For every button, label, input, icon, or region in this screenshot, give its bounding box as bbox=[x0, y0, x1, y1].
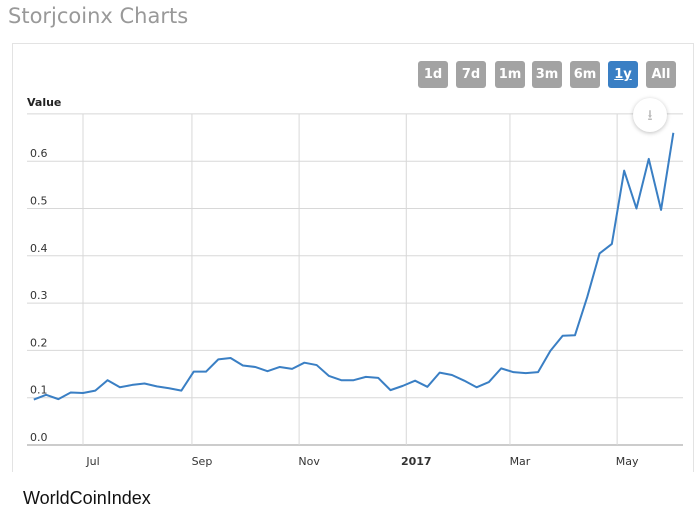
page-title: Storjcoinx Charts bbox=[8, 4, 189, 28]
y-tick-label: 0.2 bbox=[30, 336, 48, 349]
data-point bbox=[622, 168, 627, 173]
y-tick-label: 0.1 bbox=[30, 384, 48, 397]
data-point bbox=[253, 364, 258, 369]
data-point bbox=[425, 384, 430, 389]
data-point bbox=[536, 370, 541, 375]
chart-container bbox=[12, 43, 694, 472]
data-point bbox=[437, 370, 442, 375]
data-point bbox=[363, 374, 368, 379]
data-point bbox=[499, 366, 504, 371]
data-point bbox=[191, 369, 196, 374]
data-point bbox=[449, 372, 454, 377]
data-point bbox=[130, 382, 135, 387]
data-point bbox=[56, 397, 61, 402]
y-axis-title: Value bbox=[27, 96, 61, 109]
x-tick-label: Sep bbox=[192, 455, 213, 468]
data-point bbox=[376, 375, 381, 380]
data-point bbox=[216, 357, 221, 362]
x-tick-label: May bbox=[616, 455, 639, 468]
data-point bbox=[486, 380, 491, 385]
x-tick-label: Mar bbox=[510, 455, 531, 468]
range-button-6m[interactable]: 6m bbox=[570, 61, 600, 88]
range-button-1m[interactable]: 1m bbox=[495, 61, 525, 88]
data-point bbox=[671, 130, 676, 135]
data-point bbox=[326, 373, 331, 378]
data-point bbox=[548, 348, 553, 353]
y-tick-label: 0.3 bbox=[30, 289, 48, 302]
data-point bbox=[105, 378, 110, 383]
data-point bbox=[265, 369, 270, 374]
data-point bbox=[634, 206, 639, 211]
data-point bbox=[388, 388, 393, 393]
y-tick-label: 0.5 bbox=[30, 195, 48, 208]
data-point bbox=[240, 363, 245, 368]
range-button-1d[interactable]: 1d bbox=[418, 61, 448, 88]
data-point bbox=[597, 251, 602, 256]
data-point bbox=[400, 383, 405, 388]
series-line bbox=[33, 132, 675, 401]
data-point bbox=[290, 366, 295, 371]
data-point bbox=[585, 294, 590, 299]
data-point bbox=[68, 390, 73, 395]
data-point bbox=[203, 369, 208, 374]
footer-brand: WorldCoinIndex bbox=[23, 488, 151, 508]
data-point bbox=[117, 385, 122, 390]
data-point bbox=[646, 156, 651, 161]
data-point bbox=[462, 378, 467, 383]
x-tick-label: 2017 bbox=[401, 455, 432, 468]
y-tick-label: 0.6 bbox=[30, 147, 48, 160]
data-point bbox=[560, 333, 565, 338]
data-point bbox=[228, 355, 233, 360]
data-point bbox=[413, 378, 418, 383]
range-button-all[interactable]: All bbox=[646, 61, 676, 88]
data-point bbox=[523, 371, 528, 376]
x-tick-label: Jul bbox=[85, 455, 99, 468]
data-point bbox=[314, 363, 319, 368]
data-point bbox=[31, 397, 36, 402]
data-point bbox=[572, 333, 577, 338]
data-point bbox=[167, 386, 172, 391]
data-point bbox=[609, 241, 614, 246]
x-tick-label: Nov bbox=[298, 455, 320, 468]
range-button-7d[interactable]: 7d bbox=[456, 61, 486, 88]
range-button-3m[interactable]: 3m bbox=[532, 61, 562, 88]
y-tick-label: 0.4 bbox=[30, 242, 48, 255]
data-point bbox=[142, 381, 147, 386]
data-point bbox=[44, 392, 49, 397]
data-point bbox=[93, 388, 98, 393]
data-point bbox=[154, 384, 159, 389]
range-button-1y[interactable]: 1y bbox=[608, 61, 638, 88]
data-point bbox=[302, 360, 307, 365]
data-point bbox=[474, 385, 479, 390]
data-point bbox=[351, 378, 356, 383]
download-icon[interactable]: ⭳ bbox=[633, 98, 667, 132]
data-point bbox=[277, 364, 282, 369]
data-point bbox=[659, 207, 664, 212]
data-point bbox=[81, 390, 86, 395]
y-tick-label: 0.0 bbox=[30, 431, 48, 444]
data-point bbox=[339, 378, 344, 383]
data-point bbox=[179, 388, 184, 393]
data-point bbox=[511, 370, 516, 375]
